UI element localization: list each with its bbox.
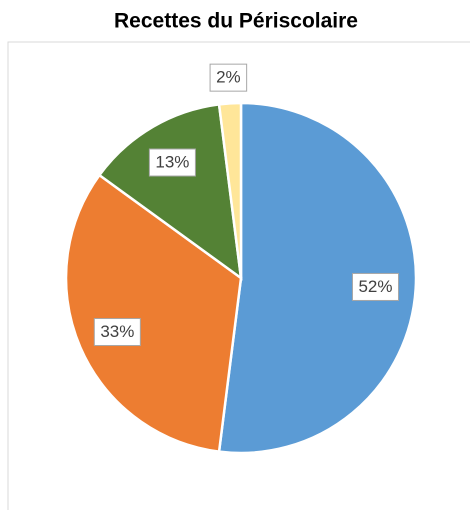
label-box: [351, 272, 399, 301]
chart-frame: [7, 41, 470, 510]
pie-slice: [64, 173, 243, 454]
data-label: 52%: [358, 277, 392, 296]
chart-title: Recettes du Périscolaire: [114, 10, 358, 33]
label-box: [148, 148, 196, 177]
pie-slice: [97, 102, 243, 281]
data-label: 33%: [100, 322, 134, 341]
label-box: [209, 63, 248, 92]
data-label: 13%: [155, 152, 189, 171]
label-box: [93, 318, 141, 347]
pie-slice: [217, 101, 418, 455]
pie-slice: [217, 101, 243, 279]
data-label: 2%: [216, 68, 241, 87]
